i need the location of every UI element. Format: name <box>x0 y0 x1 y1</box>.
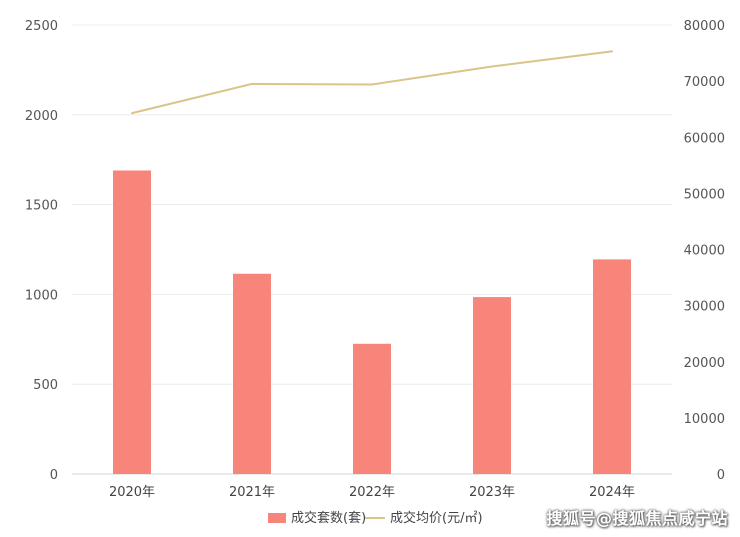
right-tick-label: 50000 <box>684 187 725 202</box>
watermark: 搜狐号@搜狐焦点咸宁站 <box>546 509 728 528</box>
x-tick-label: 2021年 <box>229 485 275 500</box>
left-tick-label: 2500 <box>25 19 58 34</box>
price-line <box>131 50 613 115</box>
right-tick-label: 40000 <box>684 244 725 259</box>
right-tick-label: 60000 <box>684 131 725 146</box>
bar-series <box>113 170 631 474</box>
left-tick-label: 2000 <box>25 109 58 124</box>
price-point-2023年 <box>491 65 493 68</box>
bar-2021年 <box>233 273 271 474</box>
gridlines <box>72 24 672 475</box>
x-axis: 2020年 2021年 2022年 2023年 2024年 <box>109 485 635 500</box>
left-tick-label: 1500 <box>25 199 58 214</box>
x-tick-label: 2024年 <box>589 485 635 500</box>
line-series <box>131 50 613 115</box>
price-point-2020年 <box>131 112 133 115</box>
bar-2020年 <box>113 170 151 474</box>
left-tick-label: 500 <box>33 378 58 393</box>
legend-line-label: 成交均价(元/㎡) <box>390 510 483 526</box>
bar-2024年 <box>593 259 631 474</box>
x-tick-label: 2022年 <box>349 485 395 500</box>
x-tick-label: 2020年 <box>109 485 155 500</box>
right-tick-label: 0 <box>717 468 725 483</box>
right-tick-label: 30000 <box>684 300 725 315</box>
right-tick-label: 20000 <box>684 356 725 371</box>
price-point-2024年 <box>611 50 613 53</box>
price-point-2021年 <box>251 82 253 85</box>
right-tick-label: 10000 <box>684 412 725 427</box>
bar-2022年 <box>353 343 391 474</box>
left-tick-label: 1000 <box>25 288 58 303</box>
right-tick-label: 70000 <box>684 75 725 90</box>
right-tick-label: 80000 <box>684 19 725 34</box>
legend-bar-swatch <box>268 513 286 523</box>
left-tick-label: 0 <box>50 468 58 483</box>
legend: 成交套数(套) 成交均价(元/㎡) <box>268 510 483 526</box>
price-point-2022年 <box>371 83 373 86</box>
right-axis: 0 10000 20000 30000 40000 50000 60000 70000 8000… <box>684 19 725 483</box>
bar-2023年 <box>473 297 511 474</box>
x-tick-label: 2023年 <box>469 485 515 500</box>
legend-bar-label: 成交套数(套) <box>291 510 366 526</box>
left-axis: 0 500 1000 1500 2000 2500 <box>25 19 58 483</box>
